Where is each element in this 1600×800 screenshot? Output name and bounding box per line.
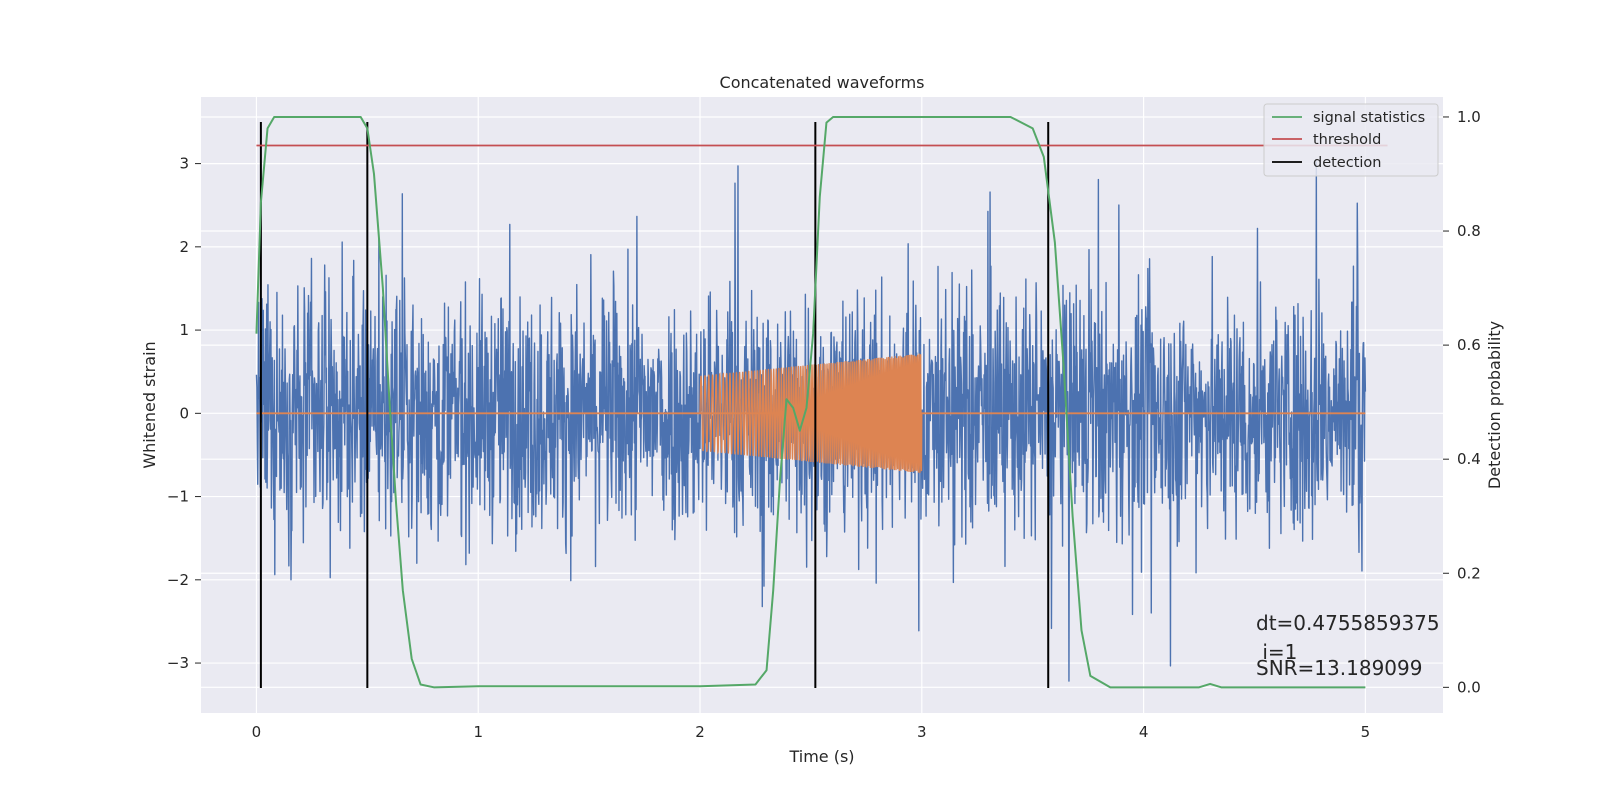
injected-chirp-series (256, 353, 1366, 473)
right-y-tick-label: 0.0 (1457, 678, 1481, 696)
right-y-tick-label: 1.0 (1457, 108, 1481, 126)
right-y-tick-label: 0.4 (1457, 450, 1481, 468)
y-tick-label: 0 (179, 404, 189, 422)
legend-label-threshold: threshold (1313, 132, 1381, 148)
legend-box (1263, 103, 1439, 177)
x-tick-label: 1 (473, 723, 483, 741)
y-axis-label: Whitened strain (140, 341, 159, 468)
right-y-axis-label: Detection probability (1485, 321, 1504, 489)
x-tick-label: 0 (252, 723, 262, 741)
x-tick-label: 5 (1361, 723, 1371, 741)
y-tick-label: 2 (179, 238, 189, 256)
right-y-tick-labels: 0.0 0.2 0.4 0.6 0.8 1.0 (1443, 108, 1481, 696)
annotation-line-snr: SNR=13.189099 (1256, 656, 1422, 680)
y-tick-label: −3 (167, 654, 189, 672)
legend-label-signal-statistics: signal statistics (1313, 110, 1425, 126)
y-tick-label: −1 (167, 488, 189, 506)
x-tick-label: 3 (917, 723, 927, 741)
x-tick-label: 4 (1139, 723, 1149, 741)
legend-label-detection: detection (1313, 155, 1381, 171)
right-y-tick-label: 0.8 (1457, 222, 1481, 240)
annotation-line-dt: dt=0.4755859375 (1256, 611, 1440, 635)
chart-title: Concatenated waveforms (720, 73, 925, 92)
y-tick-label: 3 (179, 155, 189, 173)
annotation-line-i: i=1 (1256, 640, 1297, 664)
x-axis-label: Time (s) (788, 747, 854, 766)
chirp-line (699, 353, 923, 473)
legend: signal statistics threshold detection (1263, 103, 1439, 177)
right-y-tick-label: 0.6 (1457, 336, 1481, 354)
x-tick-labels: 0 1 2 3 4 5 (252, 723, 1370, 741)
signal-statistics-series (255, 115, 1366, 689)
annotation-text: dt=0.4755859375 i=1 SNR=13.189099 (1256, 611, 1440, 680)
y-tick-label: 1 (179, 321, 189, 339)
right-y-tick-label: 0.2 (1457, 564, 1481, 582)
signal-statistics-line (255, 115, 1366, 689)
y-tick-labels: −3 −2 −1 0 1 2 3 (167, 155, 201, 672)
y-tick-label: −2 (167, 571, 189, 589)
x-tick-label: 2 (695, 723, 705, 741)
